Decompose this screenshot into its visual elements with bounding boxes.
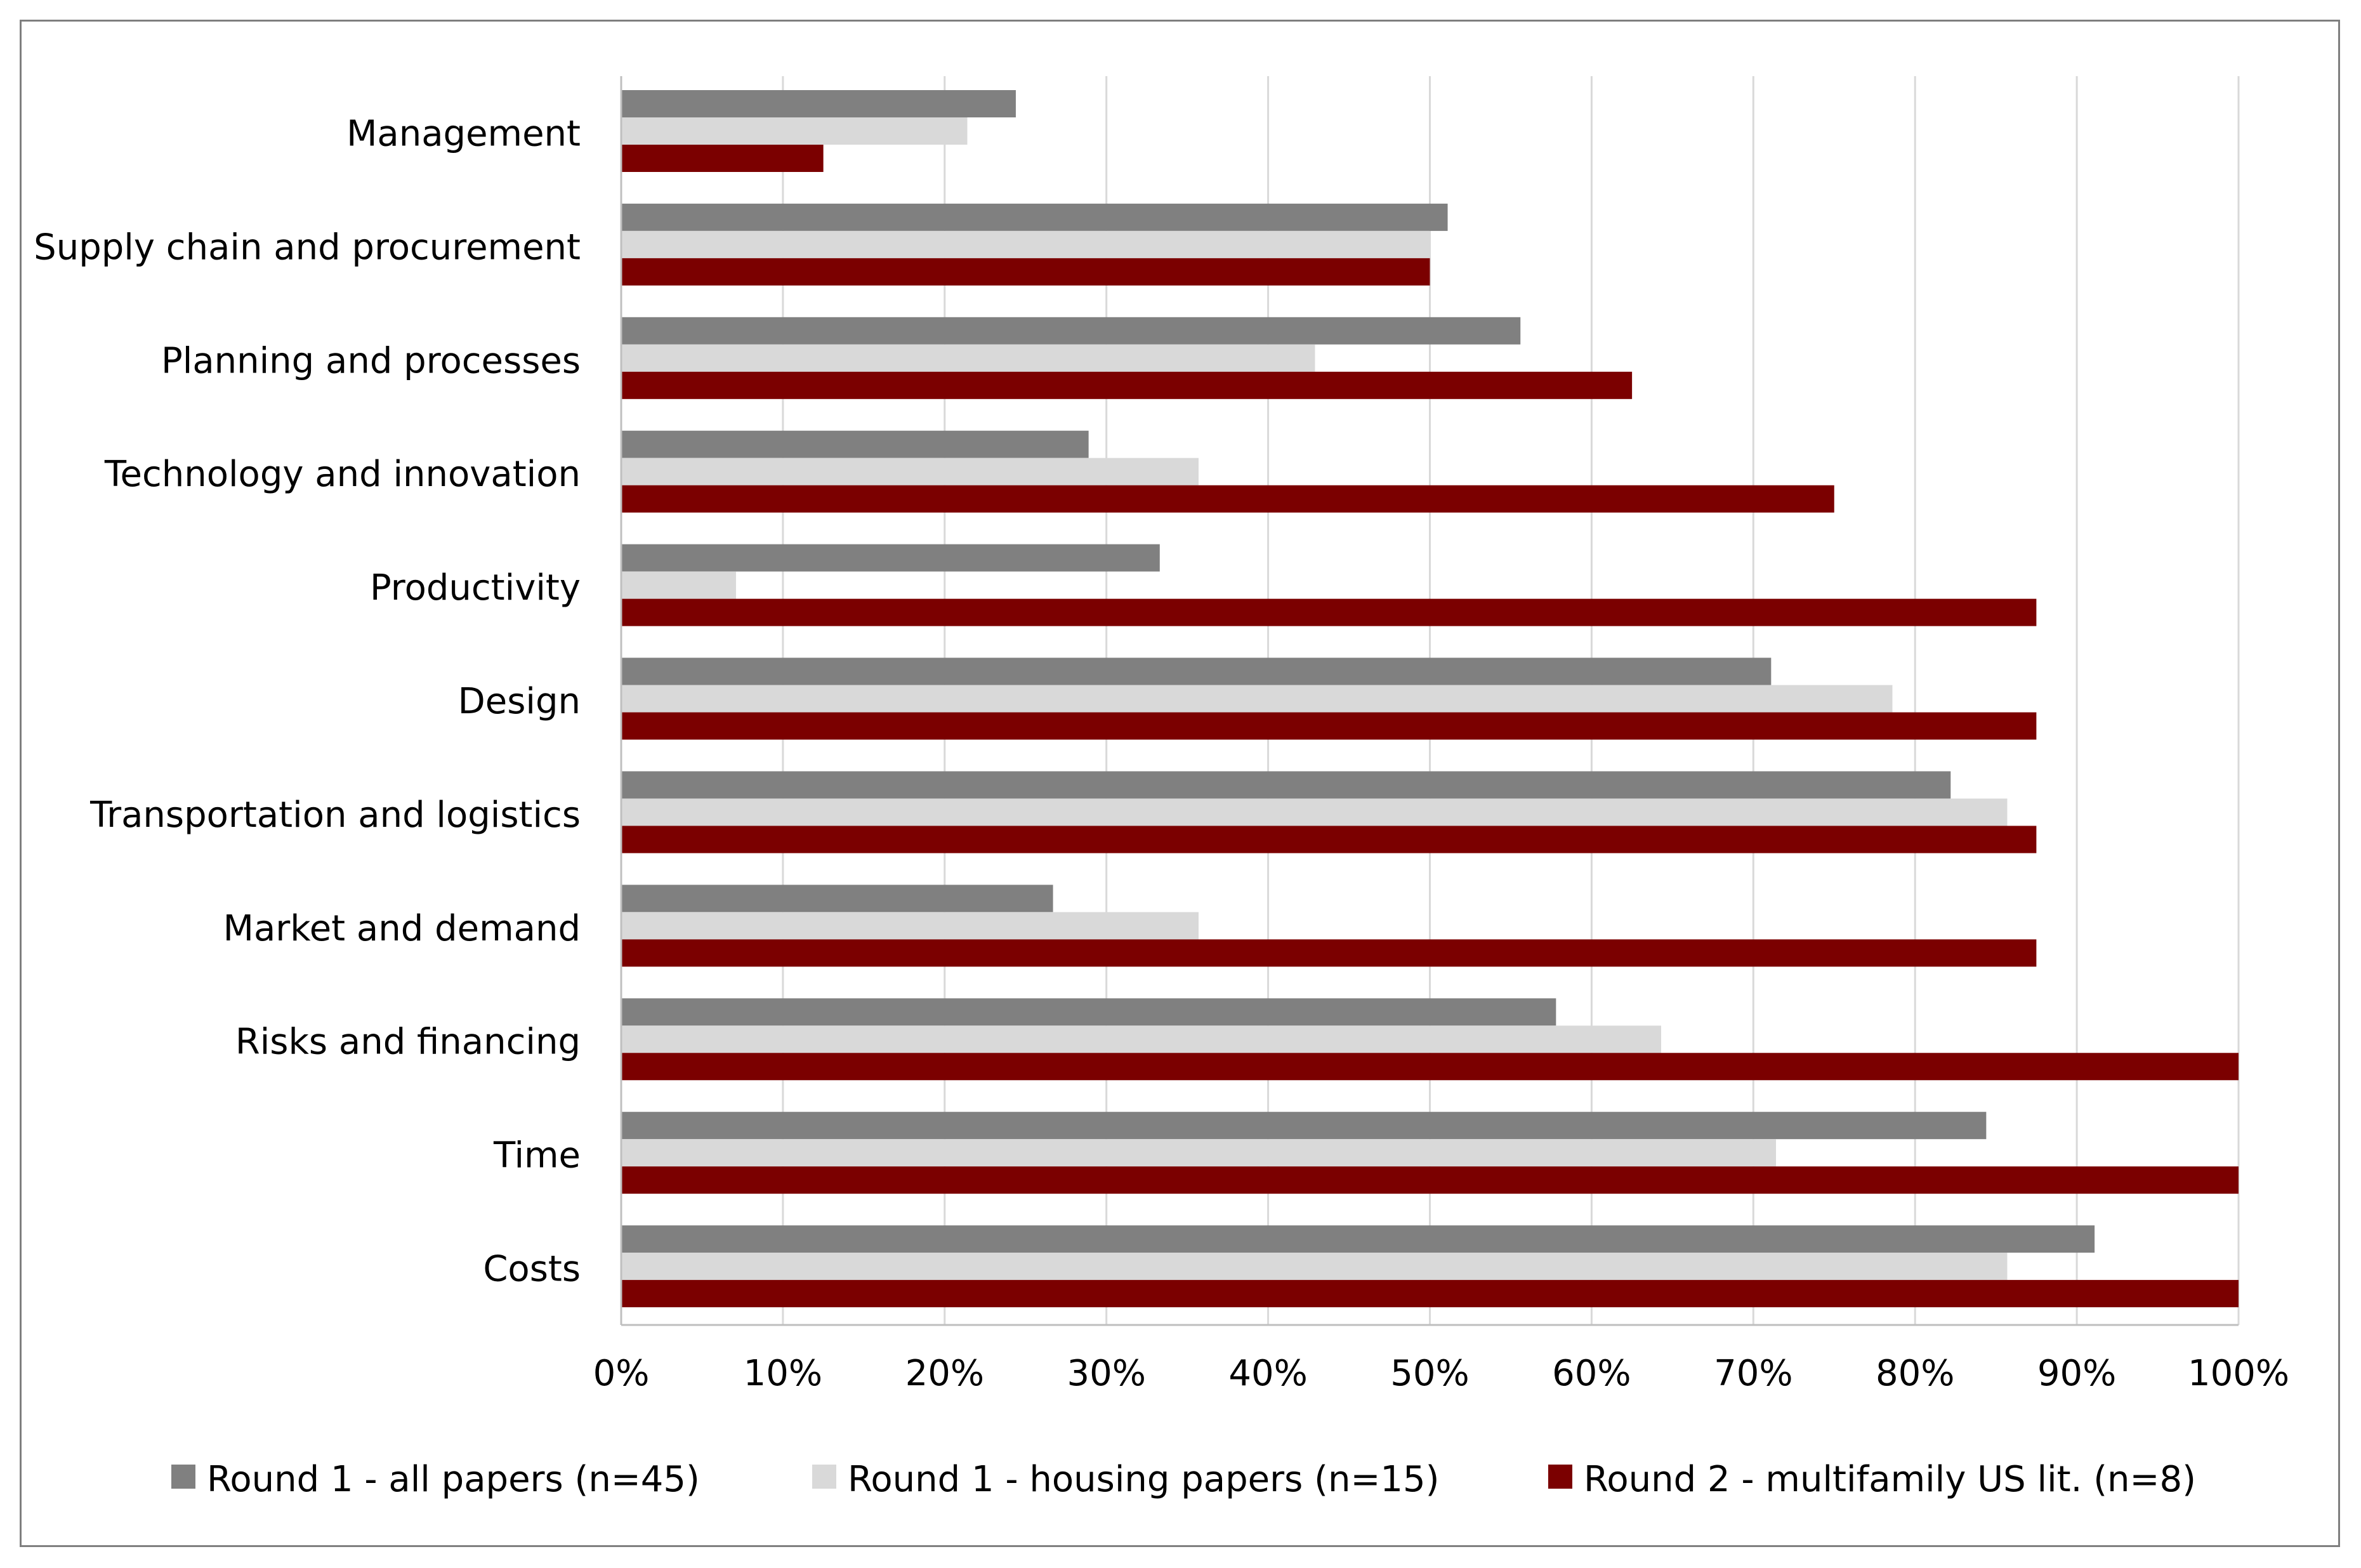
category-label-time: Time (493, 1135, 581, 1176)
bar-time-series-1 (621, 1112, 1987, 1140)
category-label-supply-chain-and-procurement: Supply chain and procurement (34, 227, 581, 268)
bar-management-series-3 (621, 145, 824, 172)
x-tick-0: 0% (593, 1353, 650, 1394)
bar-productivity-series-3 (621, 598, 2037, 626)
category-labels: Management Supply chain and procurement Pl… (34, 113, 581, 1289)
bar-risks-and-financing-series-3 (621, 1053, 2239, 1081)
bar-time-series-3 (621, 1166, 2239, 1194)
legend-label-3: Round 2 - multifamily US lit. (n=8) (1584, 1459, 2196, 1500)
category-label-risks-and-financing: Risks and financing (235, 1022, 581, 1063)
legend-swatch-3 (1548, 1465, 1572, 1489)
bar-design-series-1 (621, 657, 1772, 685)
category-label-management: Management (346, 113, 581, 154)
axes (620, 76, 2239, 1326)
category-label-transportation-and-logistics: Transportation and logistics (89, 794, 581, 836)
category-label-productivity: Productivity (370, 567, 581, 609)
bar-market-and-demand-series-2 (621, 912, 1199, 940)
x-tick-labels: 0% 10% 20% 30% 40% 50% 60% 70% 80% 90% 100% (593, 1353, 2289, 1394)
bar-productivity-series-1 (621, 544, 1160, 572)
bar-market-and-demand-series-3 (621, 939, 2037, 967)
bar-planning-and-processes-series-1 (621, 317, 1521, 345)
bar-supply-chain-and-procurement-series-2 (621, 230, 1430, 258)
legend-swatch-1 (171, 1465, 195, 1489)
legend: Round 1 - all papers (n=45) Round 1 - hou… (171, 1459, 2196, 1500)
bar-risks-and-financing-series-1 (621, 998, 1556, 1026)
category-label-planning-and-processes: Planning and processes (161, 340, 581, 381)
bar-technology-and-innovation-series-2 (621, 458, 1199, 485)
bar-technology-and-innovation-series-1 (621, 430, 1089, 458)
bar-supply-chain-and-procurement-series-1 (621, 203, 1448, 231)
x-tick-40: 40% (1228, 1353, 1307, 1394)
x-tick-70: 70% (1714, 1353, 1792, 1394)
bar-risks-and-financing-series-2 (621, 1025, 1662, 1053)
x-tick-90: 90% (2037, 1353, 2116, 1394)
legend-swatch-2 (812, 1465, 836, 1489)
bar-costs-series-1 (621, 1225, 2095, 1253)
category-label-costs: Costs (483, 1249, 581, 1290)
x-tick-30: 30% (1067, 1353, 1145, 1394)
bar-planning-and-processes-series-2 (621, 344, 1315, 372)
x-tick-80: 80% (1876, 1353, 1954, 1394)
x-tick-20: 20% (905, 1353, 984, 1394)
bar-market-and-demand-series-1 (621, 885, 1053, 912)
bar-time-series-2 (621, 1139, 1776, 1167)
bar-transportation-and-logistics-series-3 (621, 826, 2037, 853)
category-label-technology-and-innovation: Technology and innovation (104, 454, 581, 495)
bar-technology-and-innovation-series-3 (621, 485, 1834, 513)
bar-design-series-3 (621, 712, 2037, 740)
category-label-design: Design (458, 681, 581, 722)
legend-label-1: Round 1 - all papers (n=45) (207, 1459, 700, 1500)
bar-transportation-and-logistics-series-1 (621, 771, 1951, 799)
bar-transportation-and-logistics-series-2 (621, 798, 2008, 826)
bar-supply-chain-and-procurement-series-3 (621, 258, 1430, 286)
bar-costs-series-2 (621, 1253, 2008, 1281)
bar-management-series-2 (621, 117, 968, 145)
x-tick-60: 60% (1552, 1353, 1631, 1394)
x-tick-50: 50% (1390, 1353, 1469, 1394)
bar-management-series-1 (621, 90, 1016, 117)
bar-planning-and-processes-series-3 (621, 371, 1633, 399)
bar-design-series-2 (621, 685, 1893, 713)
x-tick-100: 100% (2188, 1353, 2289, 1394)
x-tick-10: 10% (744, 1353, 822, 1394)
legend-label-2: Round 1 - housing papers (n=15) (848, 1459, 1439, 1500)
category-label-market-and-demand: Market and demand (223, 908, 581, 949)
bars (621, 90, 2239, 1308)
bar-costs-series-3 (621, 1280, 2239, 1308)
bar-productivity-series-2 (621, 571, 736, 599)
